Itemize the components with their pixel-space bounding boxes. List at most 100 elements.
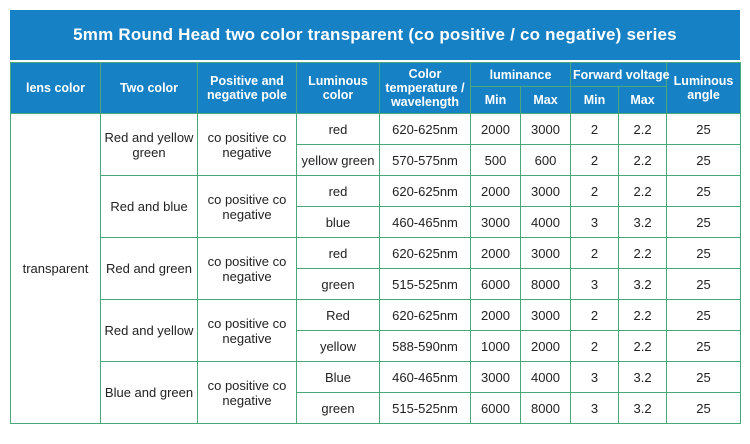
cell-luminous-angle: 25 xyxy=(666,361,742,393)
cell-luminance-max: 8000 xyxy=(519,268,572,300)
cell-wavelength: 460-465nm xyxy=(379,361,471,393)
cell-voltage-min: 2 xyxy=(570,330,620,362)
table-row: green 515-525nm 6000 8000 3 3.2 25 xyxy=(11,392,742,424)
cell-voltage-min: 3 xyxy=(570,361,620,393)
header-lens-color: lens color xyxy=(10,62,101,114)
cell-luminous-angle: 25 xyxy=(666,330,742,362)
cell-pole: co positive co negative xyxy=(197,299,297,362)
cell-luminous-angle: 25 xyxy=(666,392,742,424)
cell-luminous-color: Red xyxy=(296,299,380,331)
cell-voltage-min: 2 xyxy=(570,299,620,331)
cell-luminous-color: green xyxy=(296,392,380,424)
header-voltage-max: Max xyxy=(618,86,668,114)
table-header: lens color Two color Positive and negati… xyxy=(10,62,742,114)
cell-two-color: Red and yellow xyxy=(100,299,198,362)
cell-luminous-angle: 25 xyxy=(666,268,742,300)
cell-luminous-angle: 25 xyxy=(666,144,742,176)
cell-wavelength: 515-525nm xyxy=(379,392,471,424)
cell-luminous-color: yellow green xyxy=(296,144,380,176)
cell-luminance-min: 6000 xyxy=(470,392,521,424)
table-row: Red and blue co positive co negative red… xyxy=(11,175,742,238)
header-color-temperature: Color temperature / wavelength xyxy=(379,62,471,114)
cell-luminous-color: red xyxy=(296,113,380,145)
header-row-minmax: Min Max Min Max xyxy=(11,86,741,114)
cell-pole: co positive co negative xyxy=(197,175,297,238)
cell-voltage-min: 2 xyxy=(570,144,620,176)
cell-voltage-max: 2.2 xyxy=(618,175,668,207)
page-title: 5mm Round Head two color transparent (co… xyxy=(10,10,740,60)
header-two-color: Two color xyxy=(100,62,198,114)
cell-wavelength: 570-575nm xyxy=(379,144,471,176)
spec-table: lens color Two color Positive and negati… xyxy=(10,62,742,424)
cell-two-color: Red and green xyxy=(100,237,198,300)
table-row: Red and green co positive co negative re… xyxy=(11,237,742,300)
header-luminous-color: Luminous color xyxy=(296,62,380,114)
cell-luminance-max: 2000 xyxy=(519,330,572,362)
header-luminous-angle: Luminous angle xyxy=(666,62,742,114)
cell-voltage-max: 3.2 xyxy=(618,206,668,238)
table-body: transparent Red and yellow green co posi… xyxy=(10,113,742,424)
cell-luminous-angle: 25 xyxy=(666,237,742,269)
cell-voltage-min: 2 xyxy=(570,175,620,207)
cell-voltage-max: 2.2 xyxy=(618,144,668,176)
cell-luminous-color: yellow xyxy=(296,330,380,362)
cell-pole: co positive co negative xyxy=(197,361,297,424)
cell-luminous-angle: 25 xyxy=(666,113,742,145)
cell-luminance-min: 2000 xyxy=(470,299,521,331)
cell-two-color: Blue and green xyxy=(100,361,198,424)
header-pole: Positive and negative pole xyxy=(197,62,297,114)
cell-luminance-max: 3000 xyxy=(519,237,572,269)
header-luminance-min: Min xyxy=(470,86,521,114)
cell-voltage-max: 2.2 xyxy=(618,113,668,145)
cell-luminance-max: 8000 xyxy=(519,392,572,424)
table-row: transparent Red and yellow green co posi… xyxy=(10,113,742,424)
cell-luminance-max: 3000 xyxy=(519,175,572,207)
cell-luminance-max: 4000 xyxy=(519,361,572,393)
header-voltage-min: Min xyxy=(570,86,620,114)
cell-voltage-max: 2.2 xyxy=(618,237,668,269)
table-row: Blue and green co positive co negative B… xyxy=(11,361,742,424)
cell-luminous-color: blue xyxy=(296,206,380,238)
cell-luminous-color: red xyxy=(296,237,380,269)
cell-luminance-min: 3000 xyxy=(470,361,521,393)
cell-voltage-max: 2.2 xyxy=(618,299,668,331)
cell-pole: co positive co negative xyxy=(197,113,297,176)
header-luminance-max: Max xyxy=(519,86,572,114)
cell-luminous-color: Blue xyxy=(296,361,380,393)
header-luminance: luminance xyxy=(469,62,572,87)
cell-voltage-min: 2 xyxy=(570,237,620,269)
cell-voltage-min: 3 xyxy=(570,268,620,300)
cell-wavelength: 515-525nm xyxy=(379,268,471,300)
cell-voltage-min: 3 xyxy=(570,392,620,424)
cell-luminous-color: red xyxy=(296,175,380,207)
cell-wavelength: 620-625nm xyxy=(379,175,471,207)
cell-luminance-min: 3000 xyxy=(470,206,521,238)
table-row: yellow 588-590nm 1000 2000 2 2.2 25 xyxy=(11,330,742,362)
cell-luminance-min: 500 xyxy=(470,144,521,176)
cell-luminance-max: 4000 xyxy=(519,206,572,238)
cell-voltage-max: 2.2 xyxy=(618,330,668,362)
cell-luminance-min: 2000 xyxy=(470,237,521,269)
cell-wavelength: 620-625nm xyxy=(379,299,471,331)
table-row: yellow green 570-575nm 500 600 2 2.2 25 xyxy=(11,144,742,176)
cell-voltage-max: 3.2 xyxy=(618,392,668,424)
cell-luminous-angle: 25 xyxy=(666,299,742,331)
cell-luminance-min: 1000 xyxy=(470,330,521,362)
cell-luminance-min: 6000 xyxy=(470,268,521,300)
header-row-main: lens color Two color Positive and negati… xyxy=(10,62,742,114)
cell-voltage-max: 3.2 xyxy=(618,268,668,300)
cell-luminance-min: 2000 xyxy=(470,175,521,207)
cell-wavelength: 620-625nm xyxy=(379,113,471,145)
cell-luminance-min: 2000 xyxy=(470,113,521,145)
cell-voltage-max: 3.2 xyxy=(618,361,668,393)
cell-luminance-max: 3000 xyxy=(519,299,572,331)
cell-voltage-min: 2 xyxy=(570,113,620,145)
cell-voltage-min: 3 xyxy=(570,206,620,238)
header-forward-voltage: Forward voltage xyxy=(570,62,670,87)
cell-luminance-max: 600 xyxy=(519,144,572,176)
table-row: blue 460-465nm 3000 4000 3 3.2 25 xyxy=(11,206,742,238)
cell-lens-color: transparent xyxy=(10,113,101,424)
cell-wavelength: 620-625nm xyxy=(379,237,471,269)
cell-luminous-angle: 25 xyxy=(666,175,742,207)
